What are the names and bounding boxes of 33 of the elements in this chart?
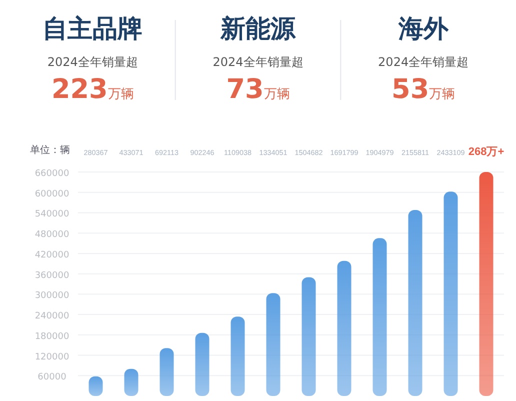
y-tick-label: 600000 [34,189,70,200]
y-tick-label: 360000 [34,270,70,281]
y-tick-label: 240000 [34,312,70,322]
text: 新能源 [220,14,296,43]
bar [302,277,316,396]
y-tick-label: 420000 [34,250,70,260]
y-tick-label: 540000 [34,210,70,220]
bar [266,293,280,396]
y-tick-label: 180000 [34,332,70,342]
y-tick-label: 60000 [38,372,67,383]
text: 73万辆 [226,74,290,105]
bar [337,260,352,396]
text: 53万辆 [392,74,456,105]
y-axis-title: 单位：辆 [30,144,70,156]
y-tick-label: 480000 [34,230,70,240]
bar [408,210,422,396]
y-tick-label: 660000 [34,169,70,179]
bar [479,172,494,396]
bar [372,238,387,396]
bar [195,332,210,396]
text: 2024全年销量超 [47,55,138,69]
y-tick-label: 300000 [34,291,70,302]
text: 海外 [397,14,450,43]
x-tick-label: 268万+ [468,146,504,158]
text: 2024全年销量超 [378,55,469,69]
y-tick-label: 120000 [34,352,70,362]
bar [230,316,245,396]
bar [444,192,458,396]
bar [124,368,138,396]
bar [160,348,174,396]
text: 自主品牌 [42,14,143,43]
text: 223万辆 [51,74,134,105]
text: 2024全年销量超 [212,55,304,69]
